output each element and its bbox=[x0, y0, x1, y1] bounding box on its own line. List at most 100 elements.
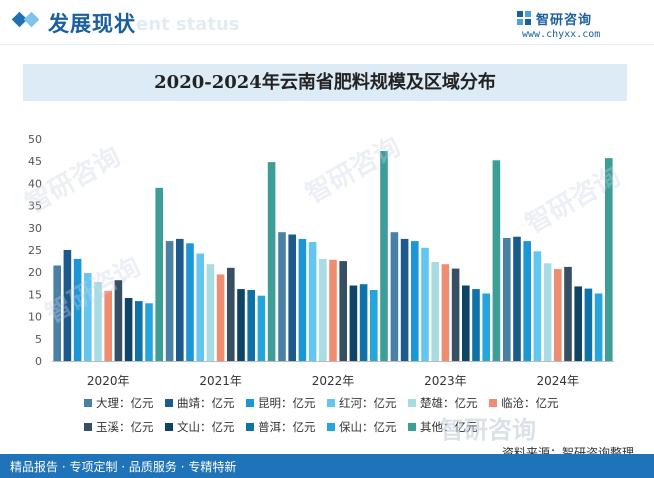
x-tick-label: 2024年 bbox=[537, 374, 580, 388]
bar bbox=[124, 298, 133, 361]
bar bbox=[298, 238, 307, 361]
bar bbox=[339, 261, 347, 361]
footer-bar: 精品报告 · 专项定制 · 品质服务 · 专精特新 bbox=[0, 454, 654, 478]
legend-swatch bbox=[84, 423, 92, 431]
y-tick-label: 0 bbox=[35, 355, 42, 368]
y-tick-label: 45 bbox=[28, 155, 42, 168]
bar bbox=[451, 268, 460, 361]
bar bbox=[431, 262, 439, 361]
legend-swatch bbox=[246, 423, 254, 431]
bar bbox=[196, 253, 204, 361]
page-header: ent status 发展现状 智研咨询 www.chyxx.com bbox=[0, 0, 654, 44]
brand-logo-icon bbox=[517, 11, 531, 25]
bar bbox=[267, 162, 276, 361]
bar bbox=[227, 267, 235, 361]
bar bbox=[492, 160, 501, 361]
bar bbox=[247, 290, 255, 361]
legend-swatch bbox=[489, 399, 497, 407]
bar bbox=[216, 274, 225, 361]
x-tick-label: 2023年 bbox=[424, 374, 467, 388]
bar bbox=[554, 269, 562, 361]
bar bbox=[594, 293, 603, 361]
legend-label: 其他：亿元 bbox=[420, 420, 478, 434]
x-tick-label: 2022年 bbox=[312, 374, 355, 388]
legend-label: 大理：亿元 bbox=[96, 396, 154, 410]
bar bbox=[349, 285, 358, 361]
y-tick-label: 10 bbox=[28, 311, 42, 324]
legend-swatch bbox=[327, 423, 335, 431]
legend-label: 楚雄：亿元 bbox=[420, 396, 478, 410]
bar bbox=[564, 266, 572, 361]
footer-tagline: 精品报告 · 专项定制 · 品质服务 · 专精特新 bbox=[10, 460, 237, 474]
section-title: 发展现状 bbox=[48, 12, 136, 36]
bar bbox=[503, 238, 511, 361]
chart-title-band: 2020-2024年云南省肥料规模及区域分布 bbox=[23, 64, 627, 101]
bar bbox=[155, 187, 163, 361]
y-tick-label: 5 bbox=[35, 333, 42, 346]
bar bbox=[63, 250, 72, 361]
legend-label: 曲靖：亿元 bbox=[177, 396, 235, 410]
legend-label: 文山：亿元 bbox=[177, 420, 235, 434]
bar bbox=[176, 238, 184, 361]
legend-swatch bbox=[408, 399, 416, 407]
bar bbox=[400, 238, 409, 361]
bar bbox=[605, 158, 613, 361]
bar bbox=[574, 286, 582, 361]
brand-url: www.chyxx.com bbox=[522, 29, 601, 40]
bar bbox=[543, 263, 552, 361]
y-tick-label: 30 bbox=[28, 222, 42, 235]
bar bbox=[421, 247, 429, 361]
bar bbox=[370, 290, 378, 361]
bar bbox=[390, 232, 399, 361]
brand-name: 智研咨询 bbox=[536, 13, 593, 28]
bar bbox=[84, 273, 92, 361]
bar bbox=[237, 289, 245, 361]
bar bbox=[319, 258, 327, 361]
chart-title: 2020-2024年云南省肥料规模及区域分布 bbox=[154, 72, 496, 93]
x-tick-label: 2020年 bbox=[87, 374, 130, 388]
legend-swatch bbox=[84, 399, 92, 407]
bar bbox=[513, 236, 521, 361]
legend-swatch bbox=[408, 423, 416, 431]
bar bbox=[145, 303, 153, 361]
bar bbox=[533, 251, 542, 361]
x-tick-label: 2021年 bbox=[199, 374, 242, 388]
y-tick-label: 15 bbox=[28, 288, 42, 301]
legend-label: 玉溪：亿元 bbox=[96, 420, 154, 434]
bar bbox=[73, 258, 82, 361]
bar bbox=[114, 280, 123, 361]
legend-label: 红河：亿元 bbox=[339, 396, 397, 410]
legend-swatch bbox=[246, 399, 254, 407]
y-tick-label: 50 bbox=[28, 133, 42, 146]
bar bbox=[257, 295, 266, 361]
legend-label: 普洱：亿元 bbox=[258, 420, 316, 434]
bar bbox=[278, 232, 286, 361]
bar bbox=[186, 243, 194, 361]
y-tick-label: 25 bbox=[28, 244, 42, 257]
brand-logo-block: 智研咨询 www.chyxx.com bbox=[516, 6, 636, 42]
bar bbox=[523, 241, 531, 361]
legend-swatch bbox=[327, 399, 335, 407]
header-divider bbox=[0, 44, 654, 45]
section-subtitle: ent status bbox=[136, 14, 240, 35]
bar bbox=[206, 264, 215, 361]
legend-label: 保山：亿元 bbox=[339, 420, 397, 434]
bar bbox=[441, 264, 450, 361]
bar bbox=[288, 234, 296, 361]
bar bbox=[165, 241, 174, 361]
bar bbox=[94, 282, 102, 361]
legend-label: 临沧：亿元 bbox=[501, 396, 559, 410]
legend-swatch bbox=[165, 399, 173, 407]
bar bbox=[584, 288, 593, 361]
legend-swatch bbox=[165, 423, 173, 431]
y-tick-label: 20 bbox=[28, 266, 42, 279]
bar bbox=[329, 259, 337, 361]
bar bbox=[359, 284, 368, 361]
bar bbox=[411, 241, 419, 361]
y-tick-label: 40 bbox=[28, 177, 42, 190]
bar bbox=[482, 293, 490, 361]
bar bbox=[308, 242, 317, 361]
bar bbox=[380, 151, 388, 361]
y-tick-label: 35 bbox=[28, 200, 42, 213]
